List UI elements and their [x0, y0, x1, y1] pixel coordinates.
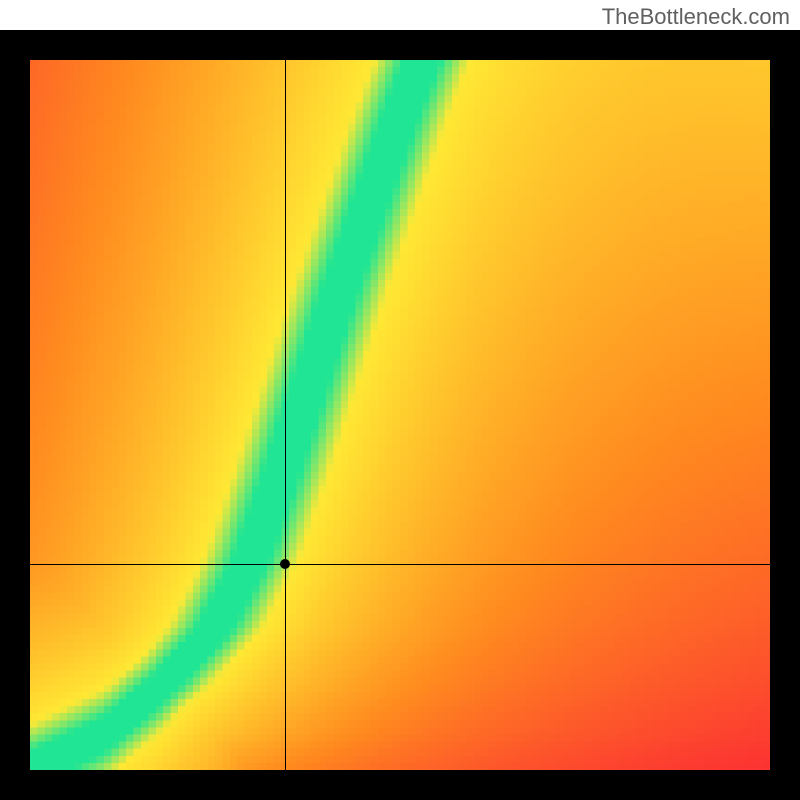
bottleneck-heatmap	[30, 60, 770, 770]
plot-area	[30, 60, 770, 770]
crosshair-marker-dot	[280, 559, 290, 569]
plot-frame	[0, 30, 800, 800]
crosshair-vertical	[285, 60, 286, 770]
watermark-text: TheBottleneck.com	[602, 4, 790, 30]
crosshair-horizontal	[30, 564, 770, 565]
